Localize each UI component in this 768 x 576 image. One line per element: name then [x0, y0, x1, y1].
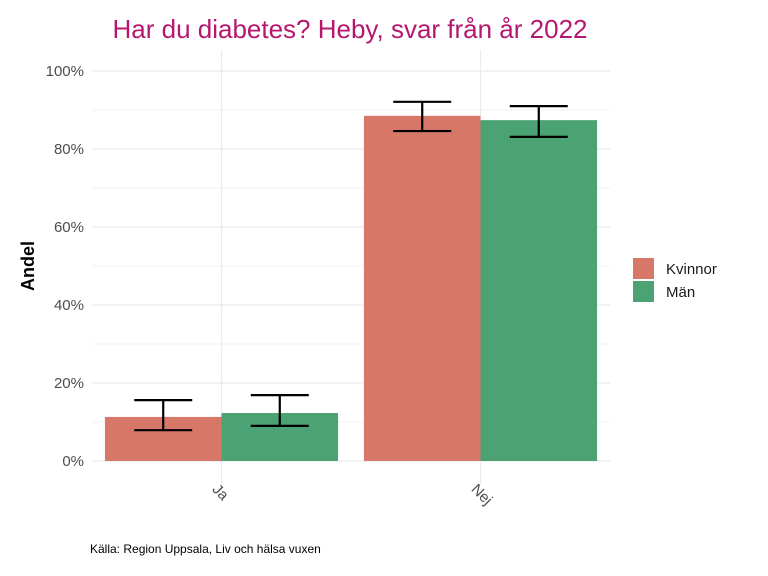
bar-kvinnor-nej	[363, 115, 481, 461]
y-tick-label: 20%	[54, 375, 84, 392]
bars	[104, 115, 598, 461]
x-axis-ticks: Ja Nej	[209, 481, 496, 509]
chart-title: Har du diabetes? Heby, svar från år 2022	[112, 14, 587, 44]
x-tick-label: Ja	[209, 481, 233, 505]
legend-swatch	[633, 281, 654, 302]
legend: Kvinnor Män	[633, 258, 717, 302]
legend-label: Kvinnor	[666, 261, 717, 278]
y-tick-label: 100%	[46, 63, 84, 80]
x-tick-label: Nej	[468, 481, 496, 509]
caption: Källa: Region Uppsala, Liv och hälsa vux…	[90, 542, 321, 556]
y-tick-label: 80%	[54, 141, 84, 158]
error-bar	[509, 104, 568, 139]
legend-label: Män	[666, 284, 695, 301]
y-axis-label: Andel	[18, 241, 38, 291]
y-tick-label: 60%	[54, 219, 84, 236]
bar-män-nej	[480, 120, 598, 461]
error-bar	[134, 399, 193, 432]
y-tick-label: 40%	[54, 297, 84, 314]
error-bars	[134, 100, 568, 432]
y-axis-ticks: 0% 20% 40% 60% 80% 100%	[46, 63, 84, 470]
legend-swatch	[633, 258, 654, 279]
y-tick-label: 0%	[62, 453, 84, 470]
error-bar	[393, 100, 452, 133]
error-bar	[250, 393, 309, 427]
